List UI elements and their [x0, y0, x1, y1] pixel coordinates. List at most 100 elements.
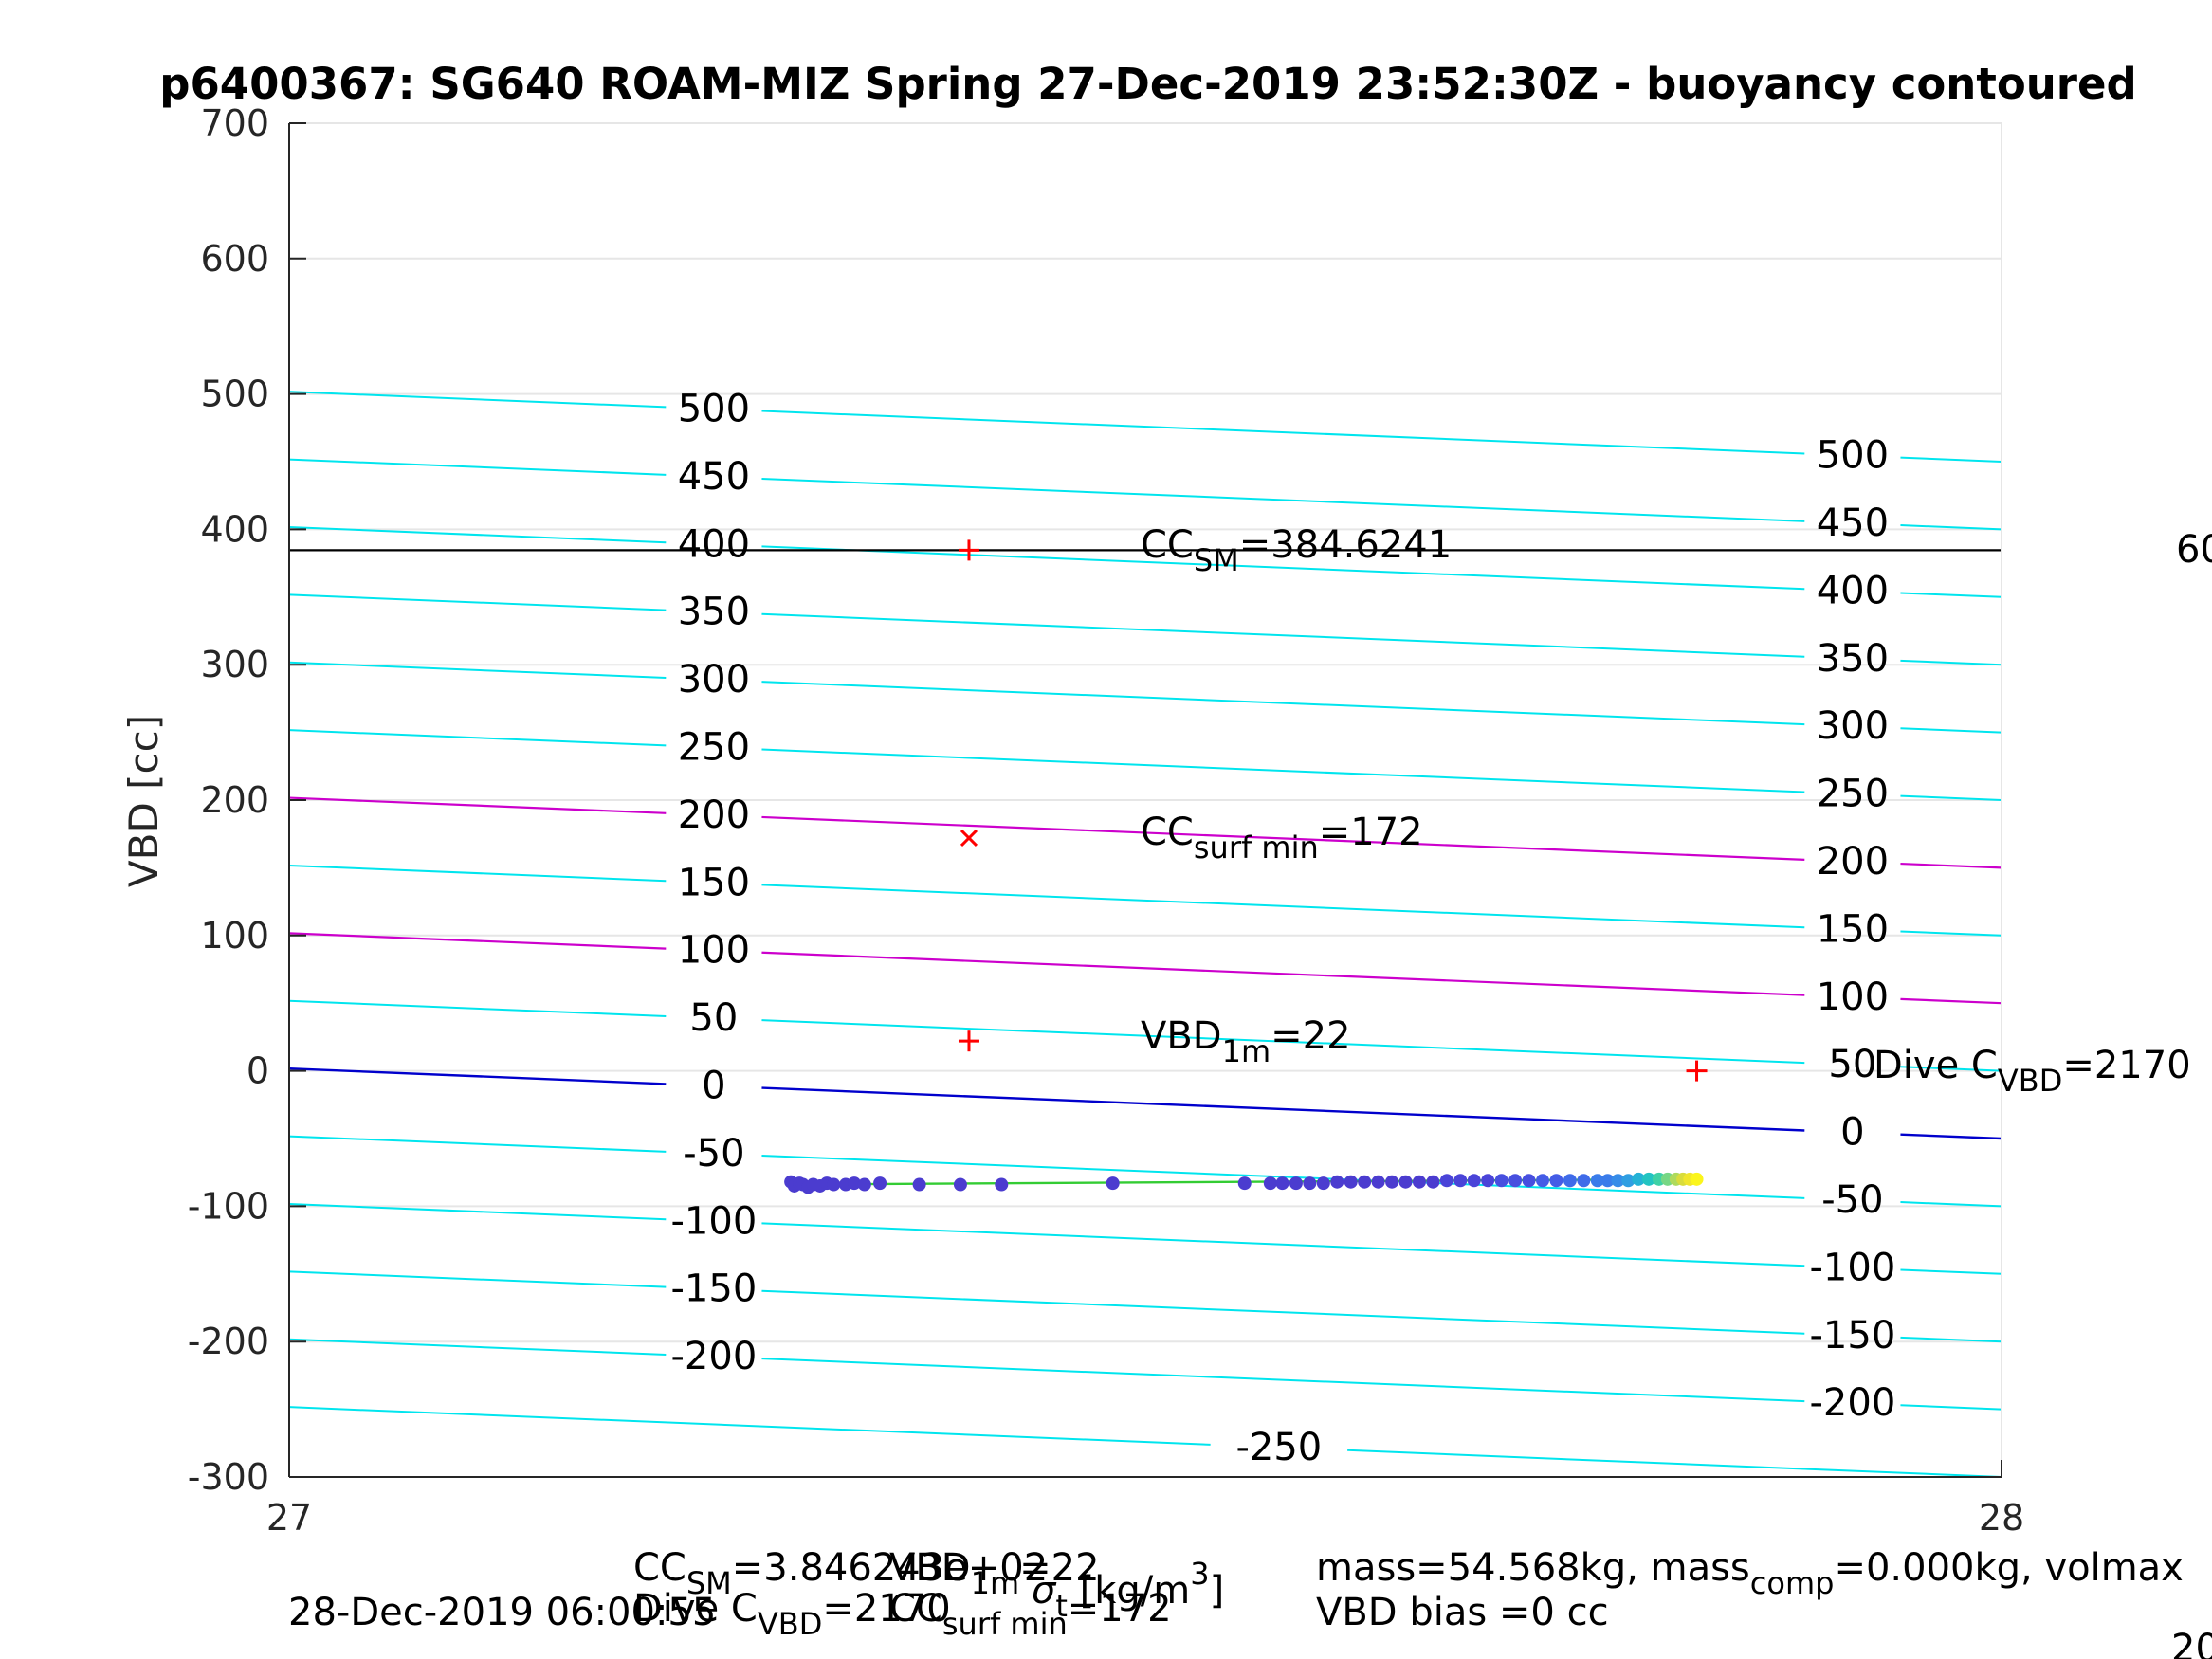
contour-line--200 — [288, 1338, 667, 1357]
data-layer — [289, 539, 2002, 1194]
contour-label: -50 — [683, 1132, 744, 1176]
contour-line-150 — [761, 884, 1805, 929]
contour-line--100 — [761, 1222, 1805, 1267]
contour-label: -100 — [670, 1199, 757, 1243]
contour-line-200 — [288, 796, 667, 814]
contour-label: 300 — [1817, 704, 1889, 748]
contour-label: 50 — [1828, 1043, 1876, 1086]
scatter-point — [1611, 1174, 1625, 1188]
contour-line-0 — [761, 1086, 1805, 1132]
scatter-point — [1549, 1174, 1563, 1188]
scatter-point — [847, 1176, 861, 1191]
scatter-point — [1412, 1175, 1426, 1189]
contour-line-250 — [288, 729, 667, 747]
contour-label: 150 — [678, 861, 750, 904]
y-tick-label: 100 — [200, 915, 269, 957]
contour-label: 500 — [678, 387, 750, 430]
contour-line-500 — [761, 410, 1805, 455]
footer-cc-sm: CCSM=3.846243e+02 — [633, 1546, 1048, 1601]
scatter-point — [1590, 1174, 1604, 1188]
scatter-point — [1690, 1172, 1704, 1186]
contour-line--250 — [288, 1406, 1211, 1446]
contour-line-50 — [288, 999, 667, 1018]
contour-label: 350 — [678, 591, 750, 634]
contour-line-400 — [761, 545, 1805, 591]
marker-cc-sm — [958, 539, 979, 561]
footer-sigma-units: σt [kg/m3] — [1032, 1556, 1224, 1624]
marker-stroke — [960, 829, 978, 848]
marker-vbd-1m — [958, 1030, 979, 1052]
contour-line-500 — [1900, 456, 2002, 463]
annotation-dive-c-vbd: Dive CVBD=2170 — [1874, 1044, 2191, 1099]
contour-line-200 — [1900, 862, 2002, 869]
scatter-point — [995, 1177, 1009, 1192]
contour-label: -250 — [1235, 1426, 1322, 1469]
contour-line-150 — [1900, 930, 2002, 937]
contour-line-350 — [761, 612, 1805, 658]
scatter-point — [1385, 1175, 1399, 1189]
y-tick-label: 200 — [200, 779, 269, 821]
contour-line--200 — [761, 1358, 1805, 1403]
contour-label: 400 — [678, 522, 750, 566]
contour-label: 100 — [678, 929, 750, 973]
contour-line-300 — [1900, 727, 2002, 734]
annotation-clipped-right: 60 — [2176, 528, 2212, 572]
contour-line-100 — [288, 932, 667, 950]
scatter-point — [1481, 1174, 1495, 1188]
contour-line--150 — [1900, 1336, 2002, 1343]
scatter-point — [1600, 1174, 1615, 1188]
contour-line--150 — [761, 1289, 1805, 1335]
contour-line-0 — [288, 1066, 667, 1085]
y-tick-label: -200 — [188, 1321, 269, 1362]
contour-label: 250 — [678, 725, 750, 769]
chart-title: p6400367: SG640 ROAM-MIZ Spring 27-Dec-2… — [159, 59, 2136, 109]
annotation-cc-sm: CCSM=384.6241 — [1141, 523, 1452, 578]
y-tick-label: 600 — [200, 238, 269, 280]
scatter-point — [1106, 1176, 1120, 1191]
contour-line-50 — [1900, 1066, 2002, 1072]
scatter-point — [1358, 1175, 1372, 1189]
scatter-point — [1398, 1175, 1413, 1189]
contour-line-450 — [1900, 524, 2002, 531]
contour-label: -150 — [1809, 1314, 1895, 1358]
y-tick-label: 700 — [200, 102, 269, 144]
contour-label: -50 — [1821, 1178, 1883, 1222]
contour-line-250 — [1900, 794, 2002, 801]
contour-label: 300 — [678, 658, 750, 702]
contour-label: -200 — [670, 1335, 757, 1378]
contour-labels: 500450400350300250200150100500-50-100-15… — [670, 387, 1895, 1468]
contour-label: 200 — [1817, 840, 1889, 884]
scatter-point — [1535, 1174, 1549, 1188]
scatter-point — [857, 1177, 871, 1192]
contour-line--200 — [1900, 1404, 2002, 1411]
scatter-point — [1577, 1174, 1591, 1188]
contour-line-50 — [761, 1019, 1805, 1065]
contour-line--50 — [288, 1135, 667, 1153]
annotation-cc-surf-min: CCsurf min=172 — [1141, 811, 1423, 866]
contour-label: 150 — [1817, 907, 1889, 951]
contour-line-450 — [288, 458, 667, 476]
footer-vbd-1m: VBD1m=22 — [889, 1546, 1100, 1601]
contour-line-250 — [761, 748, 1805, 793]
contour-label: 350 — [1817, 637, 1889, 681]
footer: CCSM=3.846243e+02 VBD1m=22 σt [kg/m3] ma… — [288, 1546, 2212, 1659]
scatter-point — [1237, 1176, 1252, 1191]
marker-dive-c-vbd — [1686, 1060, 1708, 1082]
x-tick-label: 28 — [1979, 1497, 2024, 1539]
scatter-point — [1289, 1176, 1303, 1191]
scatter-point — [827, 1177, 841, 1192]
scatter-point — [1467, 1174, 1481, 1188]
scatter-point — [912, 1177, 926, 1192]
scatter-point — [1621, 1174, 1636, 1188]
contour-line-150 — [288, 864, 667, 883]
scatter-point — [1508, 1174, 1523, 1188]
contour-line-450 — [761, 477, 1805, 522]
scatter-point — [1563, 1174, 1577, 1188]
contour-line--100 — [288, 1202, 667, 1221]
contour-line--50 — [1900, 1201, 2002, 1208]
contour-line-400 — [1900, 592, 2002, 598]
scatter-point — [1275, 1176, 1289, 1191]
scatter-point — [1439, 1174, 1453, 1188]
contour-label: -100 — [1809, 1246, 1895, 1289]
y-tick-label: 400 — [200, 508, 269, 550]
